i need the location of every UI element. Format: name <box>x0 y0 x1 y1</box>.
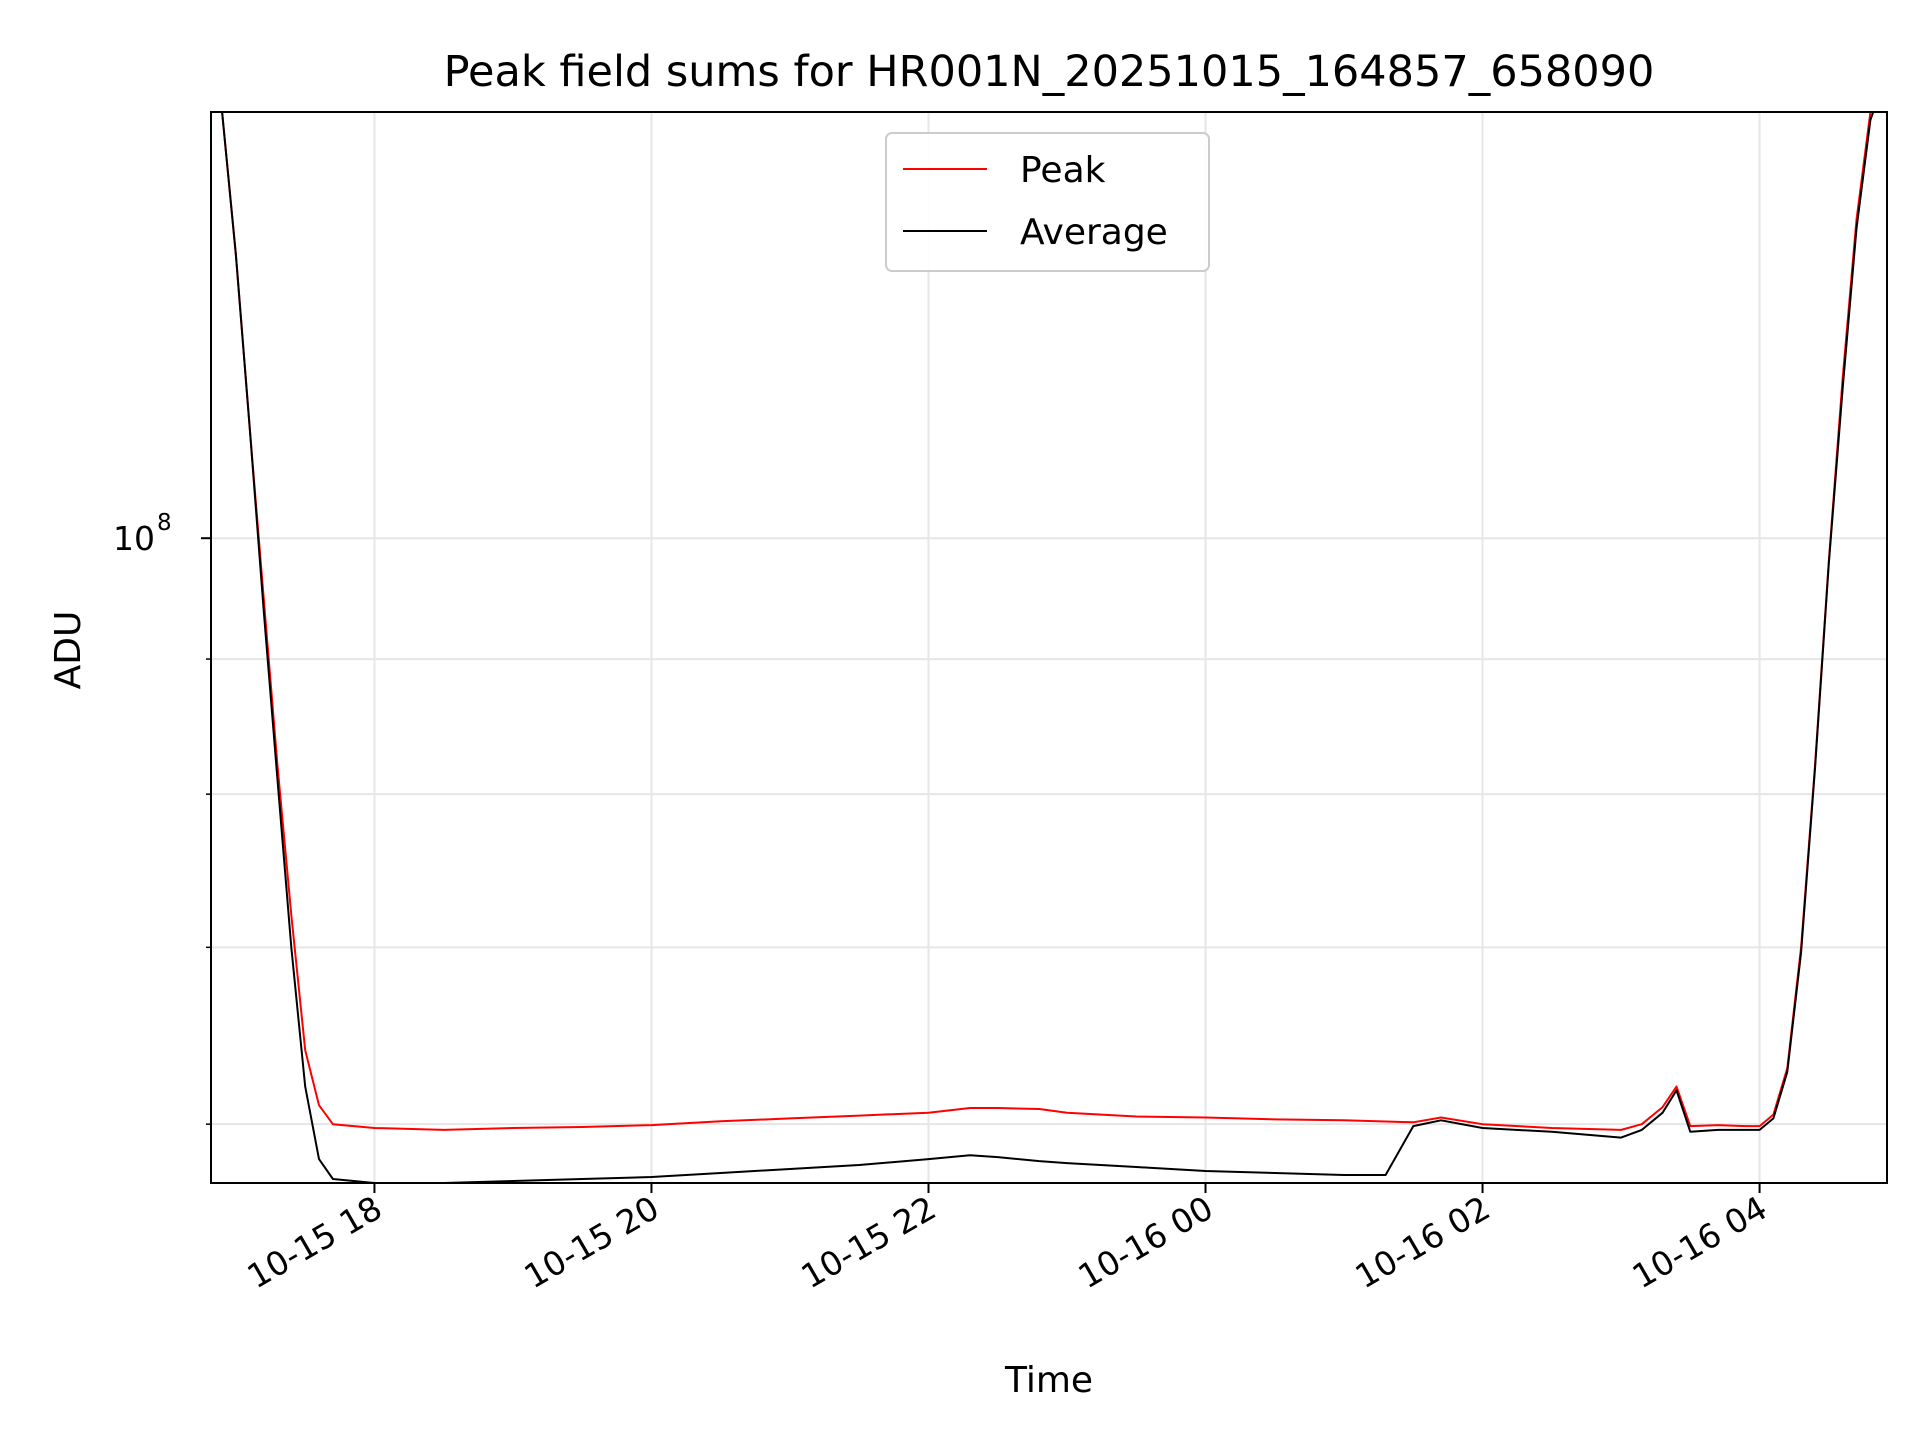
legend-label-average: Average <box>1020 212 1168 253</box>
y-tick-label: 10 <box>113 519 155 558</box>
plot-frame <box>210 111 1888 1184</box>
series-line-average <box>221 112 1875 1183</box>
grid <box>211 112 1887 1183</box>
y-axis: 10 8 <box>113 510 211 1125</box>
legend: Peak Average <box>885 132 1210 272</box>
y-tick-label-exponent: 8 <box>157 510 172 536</box>
legend-box <box>885 132 1210 272</box>
legend-label-peak: Peak <box>1020 150 1106 191</box>
x-axis-label: Time <box>1004 1360 1093 1401</box>
y-axis-label: ADU <box>48 611 89 690</box>
chart-title: Peak field sums for HR001N_20251015_1648… <box>444 47 1655 97</box>
series-layer <box>221 112 1875 1183</box>
series-line-peak <box>221 112 1872 1131</box>
